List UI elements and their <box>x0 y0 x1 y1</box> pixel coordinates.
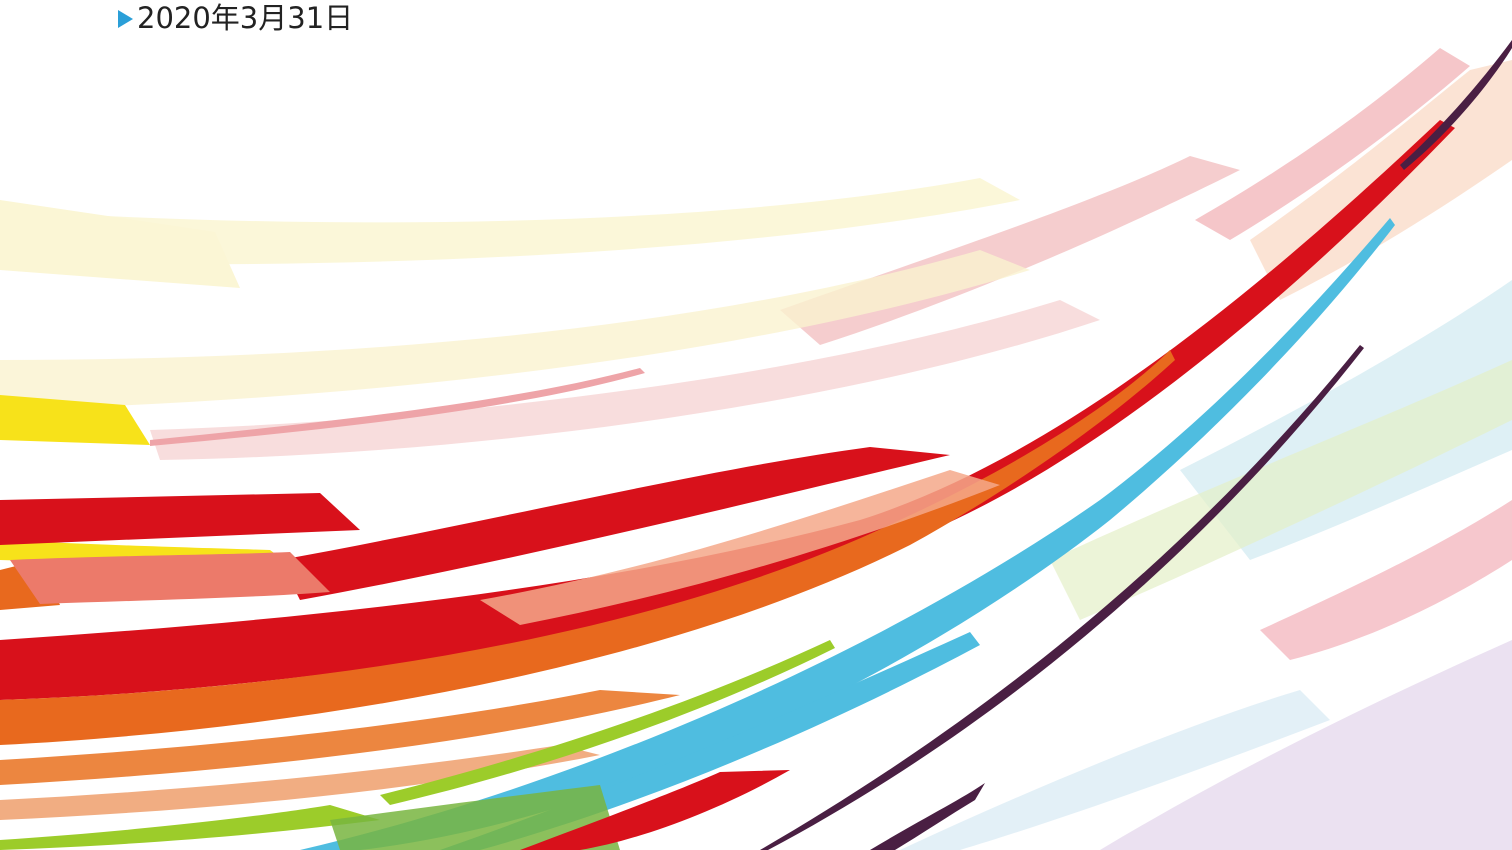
yellow-band <box>0 395 150 445</box>
red-swoosh-upper <box>0 493 360 545</box>
date-line: 2020年3月31日 <box>118 0 353 36</box>
peach-overlay <box>480 470 1000 625</box>
orange-swoosh-bottom <box>0 745 600 820</box>
cream-band-left <box>0 200 240 288</box>
pink-thin-line <box>150 368 645 446</box>
document-date: 2020年3月31日 <box>137 1 354 35</box>
red-swoosh-long <box>280 447 950 600</box>
red-swoosh-bottom <box>520 770 790 850</box>
pink-swoosh-right <box>1195 48 1470 240</box>
purple-swoosh-bottom <box>870 783 985 850</box>
green-swoosh-bottom <box>330 785 620 850</box>
orange-swoosh-main <box>0 350 1175 745</box>
red-swoosh-main <box>0 120 1455 700</box>
pink-swoosh-lower-right <box>1260 500 1512 660</box>
lightblue-swoosh-bottom-right <box>900 690 1330 850</box>
salmon-band-left <box>10 552 330 604</box>
cream-swoosh-mid <box>0 250 1030 410</box>
green-swoosh-thin <box>380 640 835 805</box>
orange-swoosh-lower <box>0 690 680 785</box>
cream-swoosh-upper <box>0 178 1020 265</box>
purple-curve-top <box>1400 40 1512 170</box>
triangle-right-icon <box>118 10 133 28</box>
green-swoosh <box>0 805 380 850</box>
cyan-swoosh-lower <box>440 632 980 850</box>
lavender-swoosh-lower-right <box>1100 640 1512 850</box>
